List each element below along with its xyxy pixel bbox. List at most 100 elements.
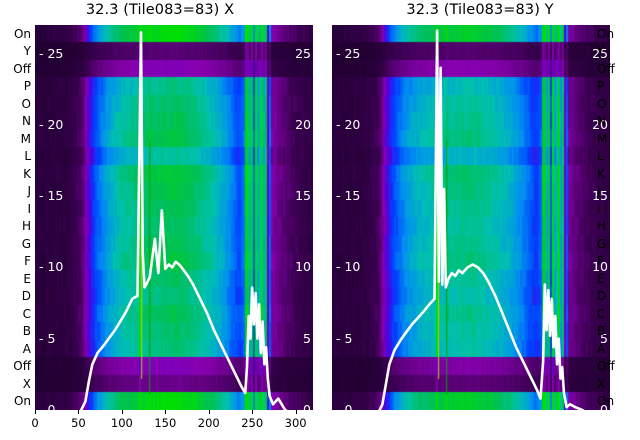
y-tick-label: 0: [303, 402, 311, 410]
dipole-category-label: I: [597, 201, 601, 216]
panel-x-title: 32.3 (Tile083=83) X: [85, 2, 235, 18]
dipole-category-label: E: [597, 271, 605, 286]
dipole-category-label: P: [597, 79, 605, 94]
dipole-category-label: On: [597, 26, 615, 41]
y-tick-label: 10: [592, 259, 608, 275]
profile-curve-svg: [378, 29, 585, 410]
x-tick-mark: [252, 410, 254, 414]
dipole-category-label: M: [20, 131, 31, 146]
dipole-category-label: Off: [597, 359, 615, 374]
dipole-category-label: On: [597, 394, 615, 409]
dipole-category-label: C: [22, 306, 31, 321]
x-tick-mark: [295, 410, 297, 414]
x-tick-label: 100: [110, 416, 133, 430]
heatmap-canvas: [35, 25, 313, 410]
y-tick-label: - 15: [39, 188, 64, 204]
heatmap-canvas: [332, 25, 610, 410]
dipole-category-label: Y: [23, 44, 31, 59]
x-tick-label: 200: [197, 416, 220, 430]
dipole-category-label: F: [597, 254, 604, 269]
panel-y-title: 32.3 (Tile083=83) Y: [406, 2, 554, 18]
dipole-category-label: A: [597, 341, 606, 356]
dipole-category-label: J: [597, 184, 601, 199]
panel-x: 32.3 (Tile083=83) X - 25 - 20 - 15 - 10 - 5 -…: [31, 2, 313, 440]
dipole-category-label: E: [23, 271, 31, 286]
dipole-category-label: L: [597, 149, 604, 164]
profile-curve-svg: [79, 30, 288, 410]
y-tick-label: - 0: [39, 402, 56, 410]
x-tick-label: 0: [31, 416, 39, 430]
x-tick-mark: [35, 410, 36, 414]
dipole-category-label: Off: [13, 61, 31, 76]
y-tick-label: - 10: [39, 259, 64, 275]
y-tick-label: - 5: [336, 330, 353, 346]
panel-y: 32.3 (Tile083=83) Y - 25- 20- 15- 10- 5-…: [320, 0, 640, 440]
y-tick-label: 5: [600, 330, 608, 346]
y-tick-label: - 25: [39, 45, 64, 61]
x-tick-label: 300: [284, 416, 307, 430]
dipole-category-label: P: [23, 79, 31, 94]
panel-x-profile-curve: [35, 25, 313, 410]
y-tick-label: - 0: [336, 402, 353, 410]
dipole-category-label: M: [597, 131, 608, 146]
y-tick-label: 20: [592, 116, 608, 132]
dipole-category-label: On: [13, 26, 31, 41]
x-tick-label: 150: [154, 416, 177, 430]
panel-x-xaxis: 0 50 100 150 200 250 300: [31, 410, 313, 440]
dipole-category-label: B: [597, 324, 606, 339]
y-tick-label: - 15: [336, 188, 361, 204]
category-axis-right: On Y Off P O N M L K J I H G F E D C B A Off X On: [593, 25, 627, 410]
x-tick-label: 50: [71, 416, 86, 430]
dipole-category-label: B: [22, 324, 31, 339]
y-tick-label: - 5: [39, 330, 56, 346]
panel-y-heatmap: [332, 25, 610, 410]
y-tick-label: - 10: [336, 259, 361, 275]
dipole-category-label: G: [597, 236, 607, 251]
y-tick-label: - 20: [39, 116, 64, 132]
y-tick-label: 15: [592, 188, 608, 204]
x-tick-mark: [165, 410, 167, 414]
category-axis-left: On Y Off P O N M L K J I H G F E D C B A Off X On: [0, 25, 34, 410]
dipole-category-label: X: [597, 376, 606, 391]
dipole-category-label: F: [24, 254, 31, 269]
panel-y-profile-curve: [332, 25, 610, 410]
dipole-category-label: I: [27, 201, 31, 216]
dipole-category-label: X: [22, 376, 31, 391]
dipole-category-label: H: [21, 219, 31, 234]
dipole-category-label: C: [597, 306, 606, 321]
profile-curve-path: [378, 29, 585, 410]
dipole-category-label: A: [22, 341, 31, 356]
panel-x-axes[interactable]: - 25 - 20 - 15 - 10 - 5 - 0 25 20 15 10 5 0: [35, 25, 313, 410]
dipole-category-label: D: [597, 289, 607, 304]
dipole-category-label: Y: [597, 44, 605, 59]
y-tick-label: 15: [295, 188, 311, 204]
panel-x-heatmap: [35, 25, 313, 410]
y-tick-label: 5: [303, 330, 311, 346]
panel-y-axes[interactable]: - 25 - 20 - 15 - 10 - 5 - 0 25 20 15 10 5 0: [332, 25, 610, 410]
x-tick-mark: [121, 410, 123, 414]
y-tick-label: 20: [295, 116, 311, 132]
dipole-category-label: D: [21, 289, 31, 304]
x-tick-mark: [208, 410, 210, 414]
dipole-category-label: Off: [13, 359, 31, 374]
x-tick-label: 250: [241, 416, 264, 430]
dipole-category-label: L: [24, 149, 31, 164]
dipole-category-label: Off: [597, 61, 615, 76]
dipole-category-label: K: [597, 166, 605, 181]
dipole-category-label: J: [27, 184, 31, 199]
dipole-category-label: K: [23, 166, 31, 181]
profile-curve-path: [79, 30, 288, 410]
dipole-category-label: O: [597, 96, 607, 111]
x-tick-mark: [78, 410, 80, 414]
y-tick-label: 25: [592, 45, 608, 61]
dipole-category-label: On: [13, 394, 31, 409]
y-tick-label: - 25: [336, 45, 361, 61]
dipole-category-label: G: [21, 236, 31, 251]
y-tick-label: 25: [295, 45, 311, 61]
dipole-category-label: N: [22, 114, 31, 129]
y-tick-label: - 20: [336, 116, 361, 132]
y-tick-label: 0: [600, 402, 608, 410]
dipole-category-label: H: [597, 219, 607, 234]
dipole-category-label: N: [597, 114, 606, 129]
